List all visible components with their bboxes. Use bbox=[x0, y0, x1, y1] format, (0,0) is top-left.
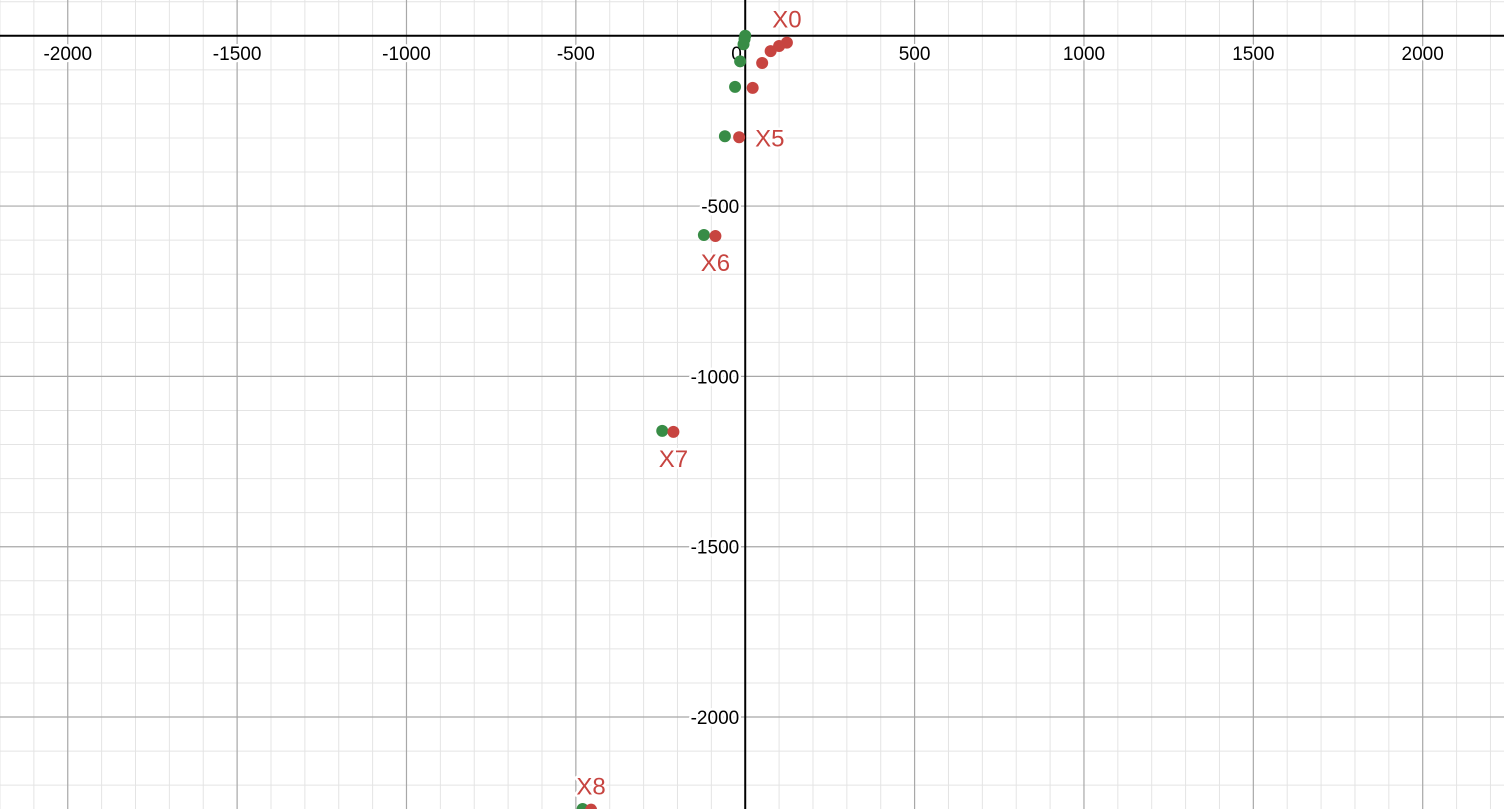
point-label: X0 bbox=[772, 7, 801, 34]
data-points bbox=[576, 29, 793, 809]
data-point bbox=[656, 424, 669, 437]
x-tick-label: -2000 bbox=[43, 44, 92, 65]
point-label: X6 bbox=[701, 250, 730, 277]
y-tick-label: -500 bbox=[701, 197, 739, 218]
tick-labels: -2000 -1500 -1000 -500 0 500 1000 1500 2000-500-… bbox=[41, 41, 1446, 731]
data-point bbox=[737, 38, 750, 51]
data-point bbox=[585, 803, 598, 809]
x-tick-label: 1500 bbox=[1232, 44, 1274, 65]
y-tick-label: -1000 bbox=[691, 367, 740, 388]
data-point bbox=[733, 131, 746, 144]
data-point bbox=[729, 80, 742, 93]
point-label: X7 bbox=[659, 446, 688, 473]
x-tick-label: -500 bbox=[557, 44, 595, 65]
point-label: X8 bbox=[576, 774, 605, 801]
data-point bbox=[709, 230, 722, 243]
data-point bbox=[756, 57, 769, 70]
x-tick-label: -1500 bbox=[213, 44, 262, 65]
y-tick-label: -2000 bbox=[691, 708, 740, 729]
x-tick-label: 500 bbox=[899, 44, 931, 65]
point-label: X5 bbox=[755, 125, 784, 152]
x-tick-label: -1000 bbox=[382, 44, 431, 65]
data-point bbox=[734, 55, 747, 68]
x-tick-label: 1000 bbox=[1063, 44, 1105, 65]
data-point bbox=[667, 425, 680, 438]
point-labels: X0 X5 X6 X7 X8 bbox=[574, 4, 804, 803]
x-tick-label: 2000 bbox=[1402, 44, 1444, 65]
data-point bbox=[697, 229, 710, 242]
data-point bbox=[746, 81, 759, 94]
y-tick-label: -1500 bbox=[691, 538, 740, 559]
data-point bbox=[718, 130, 731, 143]
data-point bbox=[764, 45, 777, 58]
